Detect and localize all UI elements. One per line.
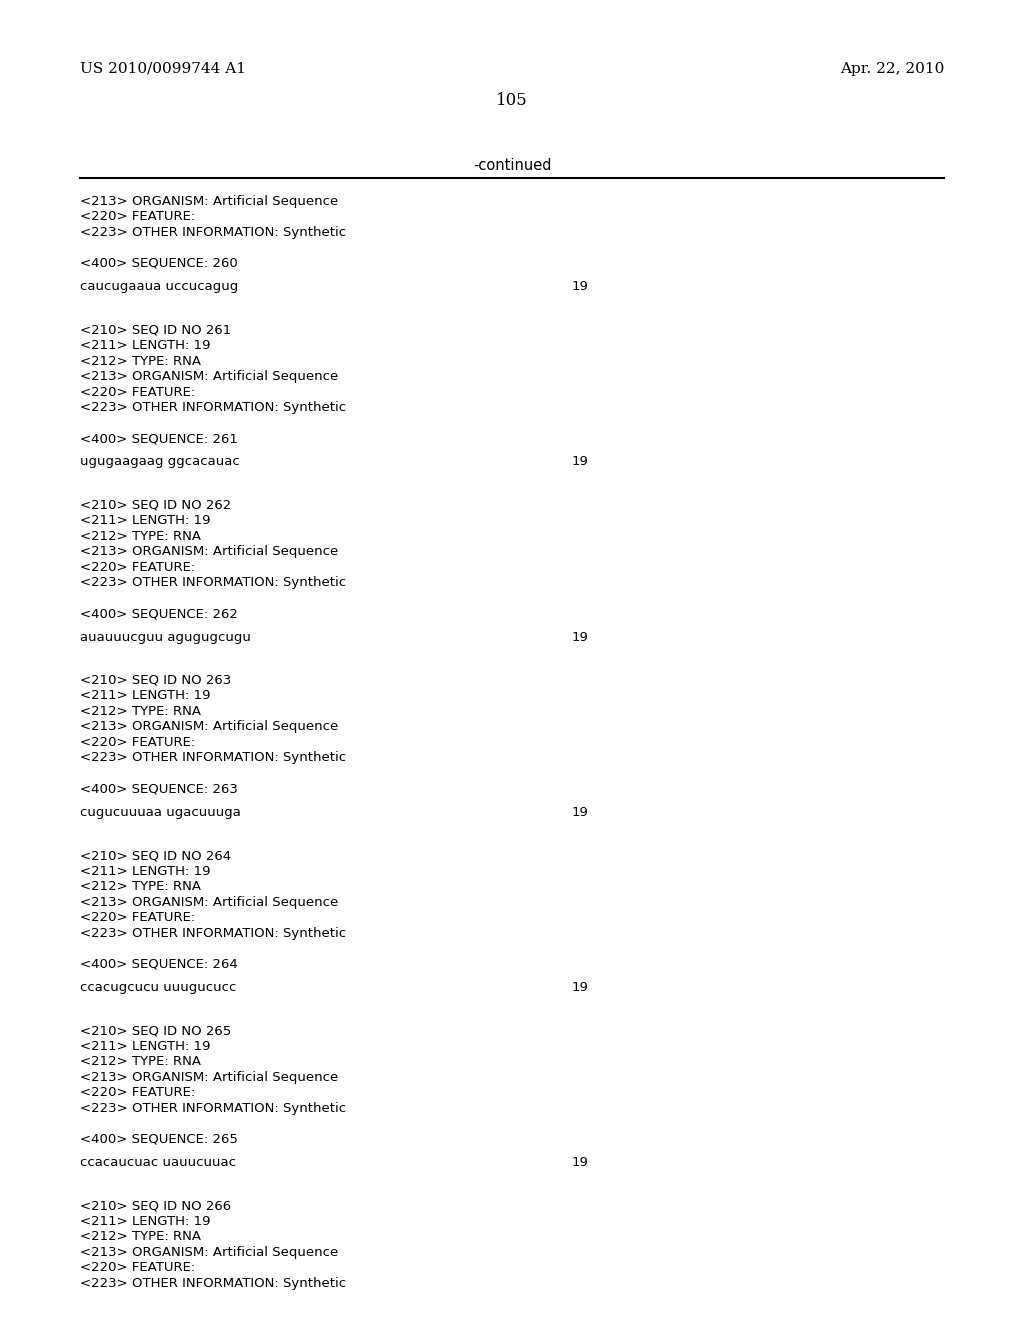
Text: <223> OTHER INFORMATION: Synthetic: <223> OTHER INFORMATION: Synthetic	[80, 401, 346, 414]
Text: <211> LENGTH: 19: <211> LENGTH: 19	[80, 339, 211, 352]
Text: <210> SEQ ID NO 264: <210> SEQ ID NO 264	[80, 849, 231, 862]
Text: 19: 19	[572, 805, 589, 818]
Text: cugucuuuaa ugacuuuga: cugucuuuaa ugacuuuga	[80, 805, 241, 818]
Text: <210> SEQ ID NO 261: <210> SEQ ID NO 261	[80, 323, 231, 337]
Text: 19: 19	[572, 280, 589, 293]
Text: <213> ORGANISM: Artificial Sequence: <213> ORGANISM: Artificial Sequence	[80, 370, 338, 383]
Text: <211> LENGTH: 19: <211> LENGTH: 19	[80, 1040, 211, 1053]
Text: <220> FEATURE:: <220> FEATURE:	[80, 1262, 196, 1274]
Text: US 2010/0099744 A1: US 2010/0099744 A1	[80, 62, 246, 77]
Text: ccacaucuac uauucuuac: ccacaucuac uauucuuac	[80, 1156, 236, 1170]
Text: caucugaaua uccucagug: caucugaaua uccucagug	[80, 280, 239, 293]
Text: <220> FEATURE:: <220> FEATURE:	[80, 210, 196, 223]
Text: <211> LENGTH: 19: <211> LENGTH: 19	[80, 515, 211, 527]
Text: 19: 19	[572, 631, 589, 644]
Text: ccacugcucu uuugucucc: ccacugcucu uuugucucc	[80, 981, 237, 994]
Text: <223> OTHER INFORMATION: Synthetic: <223> OTHER INFORMATION: Synthetic	[80, 1102, 346, 1115]
Text: Apr. 22, 2010: Apr. 22, 2010	[840, 62, 944, 77]
Text: <220> FEATURE:: <220> FEATURE:	[80, 385, 196, 399]
Text: 19: 19	[572, 981, 589, 994]
Text: <400> SEQUENCE: 264: <400> SEQUENCE: 264	[80, 957, 238, 970]
Text: <212> TYPE: RNA: <212> TYPE: RNA	[80, 355, 201, 368]
Text: <212> TYPE: RNA: <212> TYPE: RNA	[80, 880, 201, 894]
Text: <213> ORGANISM: Artificial Sequence: <213> ORGANISM: Artificial Sequence	[80, 895, 338, 908]
Text: <220> FEATURE:: <220> FEATURE:	[80, 1086, 196, 1100]
Text: <213> ORGANISM: Artificial Sequence: <213> ORGANISM: Artificial Sequence	[80, 721, 338, 734]
Text: <213> ORGANISM: Artificial Sequence: <213> ORGANISM: Artificial Sequence	[80, 1246, 338, 1259]
Text: <400> SEQUENCE: 265: <400> SEQUENCE: 265	[80, 1133, 238, 1146]
Text: <400> SEQUENCE: 263: <400> SEQUENCE: 263	[80, 783, 238, 796]
Text: 19: 19	[572, 1156, 589, 1170]
Text: <213> ORGANISM: Artificial Sequence: <213> ORGANISM: Artificial Sequence	[80, 545, 338, 558]
Text: <223> OTHER INFORMATION: Synthetic: <223> OTHER INFORMATION: Synthetic	[80, 577, 346, 589]
Text: auauuucguu agugugcugu: auauuucguu agugugcugu	[80, 631, 251, 644]
Text: <211> LENGTH: 19: <211> LENGTH: 19	[80, 1214, 211, 1228]
Text: <223> OTHER INFORMATION: Synthetic: <223> OTHER INFORMATION: Synthetic	[80, 1276, 346, 1290]
Text: <223> OTHER INFORMATION: Synthetic: <223> OTHER INFORMATION: Synthetic	[80, 226, 346, 239]
Text: 19: 19	[572, 455, 589, 469]
Text: <223> OTHER INFORMATION: Synthetic: <223> OTHER INFORMATION: Synthetic	[80, 751, 346, 764]
Text: <400> SEQUENCE: 260: <400> SEQUENCE: 260	[80, 257, 238, 271]
Text: <220> FEATURE:: <220> FEATURE:	[80, 737, 196, 748]
Text: <212> TYPE: RNA: <212> TYPE: RNA	[80, 1055, 201, 1068]
Text: ugugaagaag ggcacauac: ugugaagaag ggcacauac	[80, 455, 240, 469]
Text: <212> TYPE: RNA: <212> TYPE: RNA	[80, 1230, 201, 1243]
Text: <212> TYPE: RNA: <212> TYPE: RNA	[80, 705, 201, 718]
Text: <400> SEQUENCE: 262: <400> SEQUENCE: 262	[80, 607, 238, 620]
Text: <212> TYPE: RNA: <212> TYPE: RNA	[80, 529, 201, 543]
Text: <400> SEQUENCE: 261: <400> SEQUENCE: 261	[80, 432, 238, 445]
Text: <210> SEQ ID NO 265: <210> SEQ ID NO 265	[80, 1024, 231, 1038]
Text: <210> SEQ ID NO 262: <210> SEQ ID NO 262	[80, 499, 231, 512]
Text: <211> LENGTH: 19: <211> LENGTH: 19	[80, 689, 211, 702]
Text: <210> SEQ ID NO 263: <210> SEQ ID NO 263	[80, 675, 231, 686]
Text: <213> ORGANISM: Artificial Sequence: <213> ORGANISM: Artificial Sequence	[80, 195, 338, 209]
Text: <211> LENGTH: 19: <211> LENGTH: 19	[80, 865, 211, 878]
Text: <210> SEQ ID NO 266: <210> SEQ ID NO 266	[80, 1200, 231, 1212]
Text: <223> OTHER INFORMATION: Synthetic: <223> OTHER INFORMATION: Synthetic	[80, 927, 346, 940]
Text: <213> ORGANISM: Artificial Sequence: <213> ORGANISM: Artificial Sequence	[80, 1071, 338, 1084]
Text: <220> FEATURE:: <220> FEATURE:	[80, 911, 196, 924]
Text: -continued: -continued	[473, 158, 551, 173]
Text: 105: 105	[496, 92, 528, 110]
Text: <220> FEATURE:: <220> FEATURE:	[80, 561, 196, 574]
